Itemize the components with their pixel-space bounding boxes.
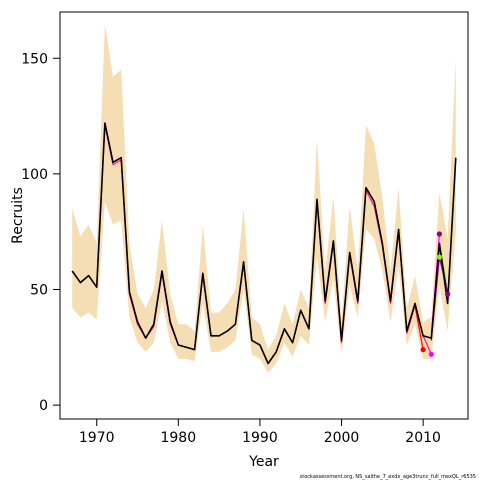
y-tick-label: 50 [30,283,48,299]
y-tick-label: 150 [21,51,48,67]
x-tick-label: 1990 [242,430,278,446]
endpoint-marker [445,291,451,297]
confidence-band-layer [72,23,456,373]
x-tick-label: 1970 [79,430,115,446]
endpoint-marker [436,254,442,260]
endpoint-layer [420,231,451,357]
y-tick-label: 100 [21,167,48,183]
endpoint-marker [436,231,442,237]
series-main-line [71,122,457,365]
x-axis-ticks: 1970 1980 1990 2000 2010 [79,419,441,446]
series-retro-line-2 [414,305,424,350]
x-tick-label: 2000 [324,430,360,446]
source-credit: stockassessment.org, NS_saithe_7_exdx_ag… [300,474,476,480]
x-tick-label: 2010 [405,430,441,446]
x-axis-title: Year [248,454,279,470]
y-axis-ticks: 0 50 100 150 [21,51,60,414]
y-axis-title: Recruits [10,187,26,244]
x-tick-label: 1980 [160,430,196,446]
plot-frame [59,11,469,420]
y-tick-label: 0 [39,398,48,414]
endpoint-marker [420,347,426,353]
confidence-band [72,23,456,373]
endpoint-marker [428,351,434,357]
